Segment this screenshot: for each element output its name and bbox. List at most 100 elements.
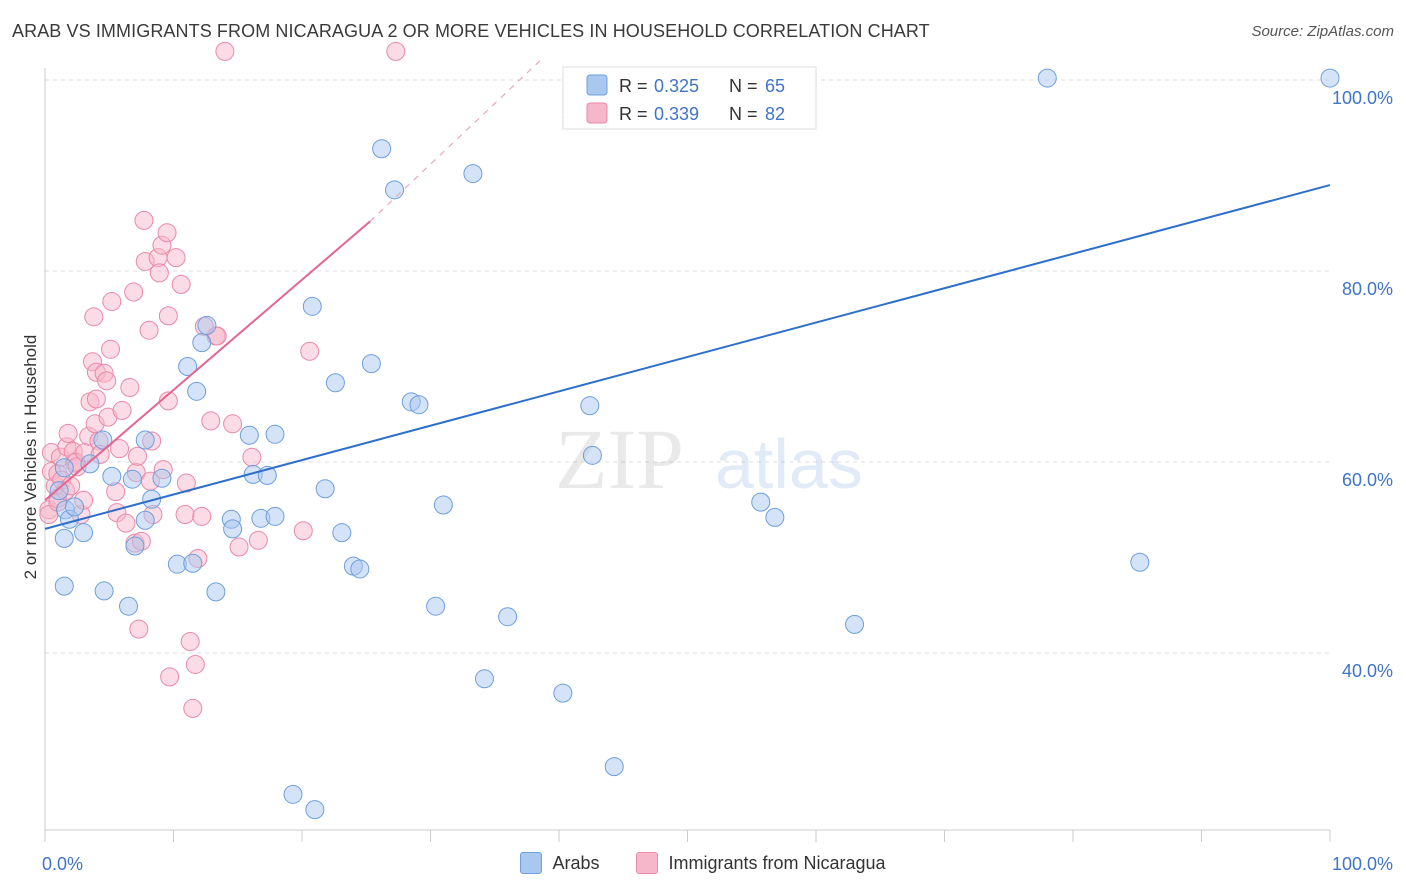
nicaragua-point bbox=[97, 371, 117, 391]
x-tick-label: 0.0% bbox=[42, 854, 83, 874]
nicaragua-point bbox=[171, 274, 191, 294]
arabs-point bbox=[580, 396, 600, 416]
arabs-point bbox=[223, 519, 243, 539]
arabs-point bbox=[582, 445, 602, 465]
arabs-point bbox=[474, 669, 494, 689]
arabs-point bbox=[65, 497, 85, 517]
arabs-point bbox=[845, 614, 865, 634]
nic-r-label: R = bbox=[619, 104, 648, 124]
arabs-r-value: 0.325 bbox=[654, 76, 699, 96]
y-tick-label: 100.0% bbox=[1332, 88, 1393, 108]
y-axis-label: 2 or more Vehicles in Household bbox=[21, 335, 40, 580]
arabs-point bbox=[1130, 552, 1150, 572]
nicaragua-point bbox=[386, 41, 406, 61]
arabs-point bbox=[1037, 68, 1057, 88]
arabs-point bbox=[49, 481, 69, 501]
nicaragua-point bbox=[120, 378, 140, 398]
arabs-point bbox=[604, 757, 624, 777]
nic-n-value: 82 bbox=[765, 104, 785, 124]
arabs-point bbox=[142, 489, 162, 509]
arabs-point bbox=[102, 466, 122, 486]
nicaragua-point bbox=[160, 667, 180, 687]
arabs-point bbox=[80, 454, 100, 474]
nicaragua-point bbox=[158, 306, 178, 326]
nicaragua-trend-line bbox=[44, 220, 371, 501]
nicaragua-point bbox=[84, 307, 104, 327]
nicaragua-point bbox=[128, 446, 148, 466]
nicaragua-point bbox=[157, 223, 177, 243]
y-tick-label: 40.0% bbox=[1342, 661, 1393, 681]
arabs-point bbox=[283, 784, 303, 804]
nicaragua-point bbox=[223, 414, 243, 434]
nicaragua-point bbox=[149, 263, 169, 283]
arabs-point bbox=[183, 553, 203, 573]
arabs-point bbox=[385, 180, 405, 200]
arabs-point bbox=[125, 536, 145, 556]
nicaragua-point bbox=[201, 411, 221, 431]
nicaragua-point bbox=[215, 41, 235, 61]
nicaragua-point bbox=[175, 505, 195, 525]
nicaragua-point bbox=[183, 698, 203, 718]
arabs-point bbox=[765, 507, 785, 527]
arabs-n-value: 65 bbox=[765, 76, 785, 96]
arabs-point bbox=[74, 523, 94, 543]
arabs-point bbox=[135, 510, 155, 530]
chart-title: ARAB VS IMMIGRANTS FROM NICARAGUA 2 OR M… bbox=[12, 21, 930, 41]
arabs-point bbox=[197, 315, 217, 335]
arabs-point bbox=[350, 559, 370, 579]
arabs-swatch bbox=[520, 852, 543, 874]
nicaragua-point bbox=[192, 506, 212, 526]
arabs-point bbox=[751, 492, 771, 512]
source-label: Source: ZipAtlas.com bbox=[1251, 23, 1394, 40]
arabs-trend-line bbox=[44, 184, 1331, 530]
nicaragua-point bbox=[248, 530, 268, 550]
legend-item-arabs[interactable]: Arabs bbox=[520, 852, 599, 874]
axes bbox=[44, 68, 1331, 842]
nicaragua-point bbox=[134, 210, 154, 230]
legend-label-arabs: Arabs bbox=[552, 852, 600, 873]
nic-legend-swatch bbox=[586, 102, 608, 124]
arabs-point bbox=[1320, 68, 1340, 88]
arabs-point bbox=[206, 582, 226, 602]
arabs-point bbox=[372, 139, 392, 159]
arabs-point bbox=[54, 576, 74, 596]
arabs-point bbox=[302, 296, 322, 316]
nicaragua-point bbox=[229, 537, 249, 557]
nicaragua-point bbox=[293, 521, 313, 541]
arabs-r-label: R = bbox=[619, 76, 648, 96]
nic-n-label: N = bbox=[729, 104, 758, 124]
nicaragua-point bbox=[242, 447, 262, 467]
arabs-point bbox=[305, 800, 325, 820]
nicaragua-series bbox=[39, 41, 406, 718]
arabs-point bbox=[94, 581, 114, 601]
arabs-point bbox=[265, 506, 285, 526]
arabs-point bbox=[426, 596, 446, 616]
nicaragua-point bbox=[58, 423, 78, 443]
stats-legend: R = 0.325 N = 65 R = 0.339 N = 82 bbox=[562, 66, 817, 130]
nicaragua-swatch bbox=[636, 852, 659, 874]
arabs-n-label: N = bbox=[729, 76, 758, 96]
legend-label-nicaragua: Immigrants from Nicaragua bbox=[668, 852, 886, 873]
arabs-point bbox=[498, 607, 518, 627]
arabs-point bbox=[54, 528, 74, 548]
nicaragua-point bbox=[166, 248, 186, 268]
series-legend: Arabs Immigrants from Nicaragua bbox=[0, 852, 1406, 879]
nicaragua-point bbox=[116, 513, 136, 533]
arabs-point bbox=[265, 424, 285, 444]
arabs-point bbox=[361, 354, 381, 374]
nic-r-value: 0.339 bbox=[654, 104, 699, 124]
arabs-point bbox=[433, 495, 453, 515]
arabs-point bbox=[553, 683, 573, 703]
legend-item-nicaragua[interactable]: Immigrants from Nicaragua bbox=[636, 852, 886, 874]
arabs-series bbox=[49, 68, 1340, 820]
arabs-point bbox=[152, 468, 172, 488]
arabs-point bbox=[315, 479, 335, 499]
nicaragua-point bbox=[112, 400, 132, 420]
arabs-point bbox=[54, 458, 74, 478]
arabs-point bbox=[135, 430, 155, 450]
nicaragua-point bbox=[101, 339, 121, 359]
arabs-point bbox=[409, 395, 429, 415]
arabs-point bbox=[119, 596, 139, 616]
nicaragua-point bbox=[180, 632, 200, 652]
